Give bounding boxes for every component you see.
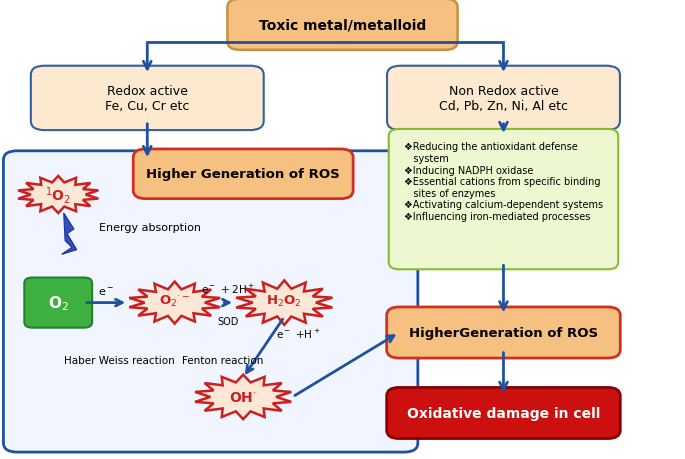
Text: OH$^·$: OH$^·$ [229,390,257,404]
Text: O$_2$: O$_2$ [48,294,68,312]
Text: Higher Generation of ROS: Higher Generation of ROS [147,168,340,181]
FancyBboxPatch shape [389,129,618,270]
FancyBboxPatch shape [3,151,418,452]
FancyBboxPatch shape [31,67,264,131]
FancyBboxPatch shape [227,0,458,51]
Text: Toxic metal/metalloid: Toxic metal/metalloid [259,18,426,32]
FancyBboxPatch shape [386,387,620,439]
Text: e$^-$ +H$^+$: e$^-$ +H$^+$ [276,327,320,341]
Polygon shape [236,281,332,325]
Text: Non Redox active
Cd, Pb, Zn, Ni, Al etc: Non Redox active Cd, Pb, Zn, Ni, Al etc [439,85,568,112]
Text: Redox active
Fe, Cu, Cr etc: Redox active Fe, Cu, Cr etc [105,85,190,112]
Text: e$^-$ + 2H$^+$: e$^-$ + 2H$^+$ [201,283,256,296]
Text: Haber Weiss reaction: Haber Weiss reaction [64,355,175,365]
FancyBboxPatch shape [386,308,620,358]
FancyBboxPatch shape [25,278,92,328]
Text: SOD: SOD [217,316,239,326]
Polygon shape [129,282,220,324]
FancyBboxPatch shape [133,150,353,199]
Polygon shape [18,177,98,213]
FancyBboxPatch shape [387,67,620,131]
Text: H$_2$O$_2$: H$_2$O$_2$ [266,293,302,308]
Polygon shape [62,213,77,255]
Text: Oxidative damage in cell: Oxidative damage in cell [407,406,600,420]
Polygon shape [195,375,291,419]
Text: Energy absorption: Energy absorption [99,222,201,232]
Text: ❖Reducing the antioxidant defense
   system
❖Inducing NADPH oxidase
❖Essential c: ❖Reducing the antioxidant defense system… [404,142,603,222]
Text: $^1$O$_2$: $^1$O$_2$ [45,185,71,206]
Text: HigherGeneration of ROS: HigherGeneration of ROS [409,326,598,339]
Text: e$^-$: e$^-$ [98,286,114,297]
Text: Fenton reaction: Fenton reaction [182,355,263,365]
Text: O$_2$$^{·-}$: O$_2$$^{·-}$ [159,293,190,308]
